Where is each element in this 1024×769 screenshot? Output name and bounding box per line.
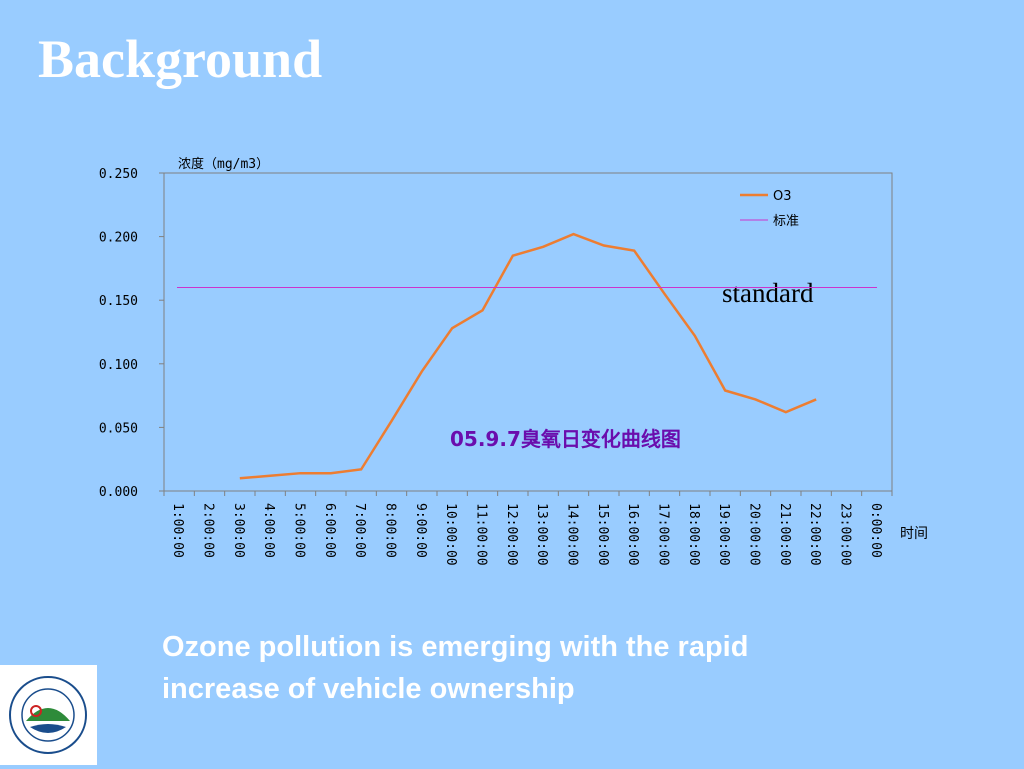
- legend: O3 标准: [740, 189, 799, 229]
- standard-label: standard: [722, 278, 814, 308]
- x-ticks: 1:00:00 2:00:00 3:00:00 4:00:00 5:00:00 6:00:…: [163, 491, 893, 566]
- x-tick-label: 13:00:00: [534, 503, 549, 566]
- slide-title: Background: [38, 29, 323, 89]
- y-tick-label: 0.250: [99, 167, 138, 182]
- x-tick-label: 14:00:00: [565, 503, 580, 566]
- y-tick-label: 0.000: [99, 485, 138, 500]
- x-tick-label: 11:00:00: [474, 503, 489, 566]
- legend-label: 标准: [773, 214, 799, 229]
- y-tick-label: 0.100: [99, 358, 138, 373]
- y-axis-label: 浓度（mg/m3）: [178, 156, 269, 172]
- logo-emblem-icon: [9, 676, 87, 754]
- slide-caption: Ozone pollution is emerging with the rap…: [162, 626, 882, 710]
- legend-label: O3: [773, 189, 792, 204]
- x-axis-label: 时间: [900, 526, 928, 542]
- x-tick-label: 7:00:00: [352, 503, 367, 558]
- y-tick-label: 0.150: [99, 294, 138, 309]
- x-tick-label: 9:00:00: [413, 503, 428, 558]
- y-tick-label: 0.200: [99, 231, 138, 246]
- org-logo: [0, 665, 97, 765]
- x-tick-label: 3:00:00: [231, 503, 246, 558]
- x-tick-label: 18:00:00: [686, 503, 701, 566]
- x-tick-label: 0:00:00: [868, 503, 883, 558]
- caption-line-2: increase of vehicle ownership: [162, 673, 575, 705]
- x-tick-label: 2:00:00: [201, 503, 216, 558]
- x-tick-label: 22:00:00: [807, 503, 822, 566]
- chart-annotation: 05.9.7臭氧日变化曲线图: [450, 427, 681, 451]
- x-tick-label: 19:00:00: [716, 503, 731, 566]
- caption-line-1: Ozone pollution is emerging with the rap…: [162, 631, 749, 663]
- x-tick-label: 1:00:00: [170, 503, 185, 558]
- x-tick-label: 16:00:00: [625, 503, 640, 566]
- series-layer: [177, 232, 877, 480]
- x-tick-label: 5:00:00: [292, 503, 307, 558]
- x-tick-label: 15:00:00: [595, 503, 610, 566]
- x-tick-label: 6:00:00: [322, 503, 337, 558]
- x-tick-label: 10:00:00: [443, 503, 458, 566]
- x-tick-label: 12:00:00: [504, 503, 519, 566]
- x-tick-label: 8:00:00: [383, 503, 398, 558]
- x-tick-label: 17:00:00: [656, 503, 671, 566]
- x-tick-label: 23:00:00: [838, 503, 853, 566]
- y-tick-label: 0.050: [99, 421, 138, 436]
- x-tick-label: 21:00:00: [777, 503, 792, 566]
- series-o3-line: [239, 232, 817, 480]
- x-tick-label: 4:00:00: [261, 503, 276, 558]
- x-tick-label: 20:00:00: [747, 503, 762, 566]
- y-ticks: 0.000 0.050 0.100 0.150 0.200 0.250: [99, 167, 164, 500]
- ozone-chart: 浓度（mg/m3） 时间 05.9.7臭氧日变化曲线图 standard O3 标…: [99, 156, 928, 566]
